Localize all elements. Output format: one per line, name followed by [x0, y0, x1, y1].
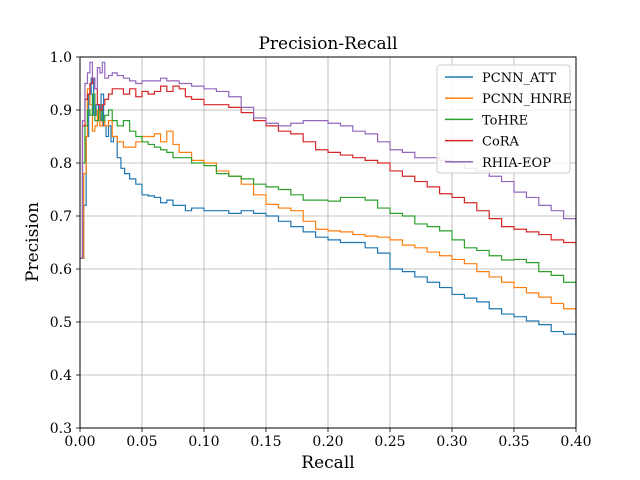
x-tick-label: 0.05: [126, 434, 157, 450]
legend-label-pcnn-hnre: PCNN_HNRE: [482, 92, 572, 107]
x-axis: 0.00 0.05 0.10 0.15 0.20 0.25 0.30 0.35 0.40: [64, 428, 592, 450]
y-tick-label: 0.5: [50, 315, 72, 331]
x-tick-label: 0.20: [312, 434, 343, 450]
chart-title: Precision-Recall: [258, 34, 397, 54]
legend-label-cora: CoRA: [482, 135, 520, 150]
x-tick-label: 0.25: [374, 434, 405, 450]
y-tick-label: 0.8: [50, 156, 72, 172]
y-tick-label: 1.0: [50, 50, 72, 66]
y-tick-label: 0.3: [50, 421, 72, 437]
y-tick-label: 0.4: [50, 368, 72, 384]
legend-label-rhia-eop: RHIA-EOP: [482, 156, 551, 171]
y-axis-title: Precision: [23, 202, 43, 282]
series-line-tohre: [80, 93, 576, 287]
x-tick-label: 0.35: [498, 434, 529, 450]
y-tick-label: 0.9: [50, 103, 72, 119]
legend: PCNN_ATT PCNN_HNRE ToHRE CoRA RHIA-EOP: [436, 64, 572, 174]
y-tick-label: 0.6: [50, 262, 72, 278]
y-tick-label: 0.7: [50, 209, 72, 225]
x-tick-label: 0.40: [560, 434, 591, 450]
x-tick-label: 0.00: [64, 434, 95, 450]
legend-label-tohre: ToHRE: [482, 113, 528, 128]
x-tick-label: 0.10: [188, 434, 219, 450]
x-tick-label: 0.30: [436, 434, 467, 450]
x-tick-label: 0.15: [250, 434, 281, 450]
y-axis: 0.3 0.4 0.5 0.6 0.7 0.8 0.9 1.0: [50, 50, 80, 437]
legend-box: [436, 64, 571, 174]
legend-label-pcnn-att: PCNN_ATT: [482, 71, 557, 86]
x-axis-title: Recall: [301, 453, 354, 473]
